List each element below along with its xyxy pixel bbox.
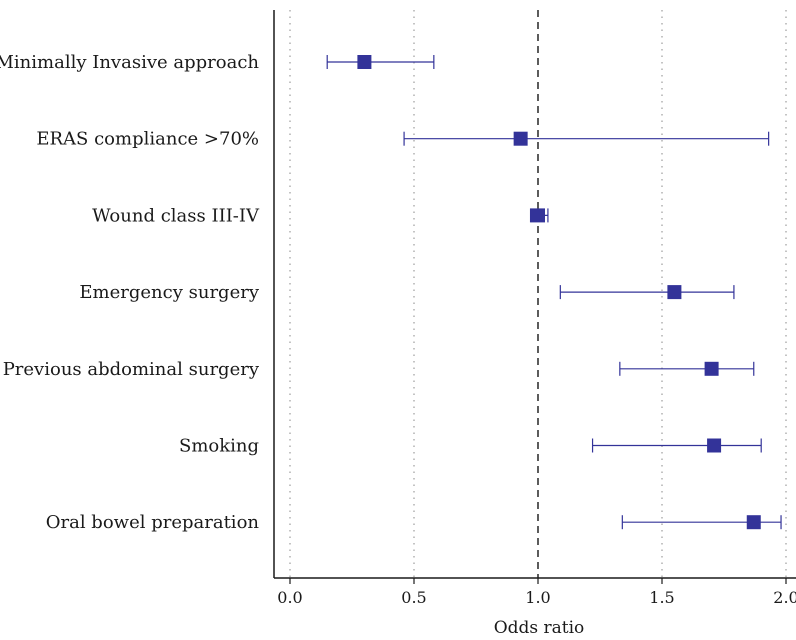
row-label: Smoking bbox=[179, 436, 259, 457]
row-label: Emergency surgery bbox=[79, 282, 259, 303]
forest-row: Previous abdominal surgery bbox=[3, 359, 755, 380]
row-label: Previous abdominal surgery bbox=[3, 359, 260, 380]
forest-row: Oral bowel preparation bbox=[46, 512, 782, 533]
forest-row: Wound class III-IV bbox=[92, 205, 549, 226]
forest-row: ERAS compliance >70% bbox=[36, 129, 770, 150]
x-tick-label: 1.5 bbox=[649, 588, 674, 607]
forest-rows: Minimally Invasive approach ERAS complian… bbox=[0, 52, 782, 533]
odds-ratio-marker bbox=[746, 515, 761, 530]
odds-ratio-marker bbox=[513, 131, 528, 146]
row-label: Oral bowel preparation bbox=[46, 512, 260, 533]
x-axis-title: Odds ratio bbox=[494, 618, 585, 638]
x-tick-label: 2.0 bbox=[773, 588, 796, 607]
x-ticks: 0.0 0.5 1.0 1.5 2.0 bbox=[277, 578, 796, 607]
forest-row: Emergency surgery bbox=[79, 282, 735, 303]
row-label: ERAS compliance >70% bbox=[36, 129, 259, 150]
grid-lines bbox=[289, 10, 787, 578]
x-tick-label: 0.5 bbox=[401, 588, 426, 607]
odds-ratio-marker bbox=[704, 361, 719, 376]
forest-row: Minimally Invasive approach bbox=[0, 52, 435, 73]
forest-row: Smoking bbox=[179, 436, 762, 457]
axes bbox=[273, 10, 796, 579]
odds-ratio-marker bbox=[531, 208, 545, 223]
row-label: Minimally Invasive approach bbox=[0, 52, 259, 73]
x-tick-label: 0.0 bbox=[277, 588, 302, 607]
odds-ratio-marker bbox=[667, 285, 682, 300]
x-tick-label: 1.0 bbox=[525, 588, 550, 607]
row-label: Wound class III-IV bbox=[92, 205, 260, 226]
odds-ratio-marker bbox=[707, 438, 722, 453]
odds-ratio-marker bbox=[357, 55, 372, 69]
